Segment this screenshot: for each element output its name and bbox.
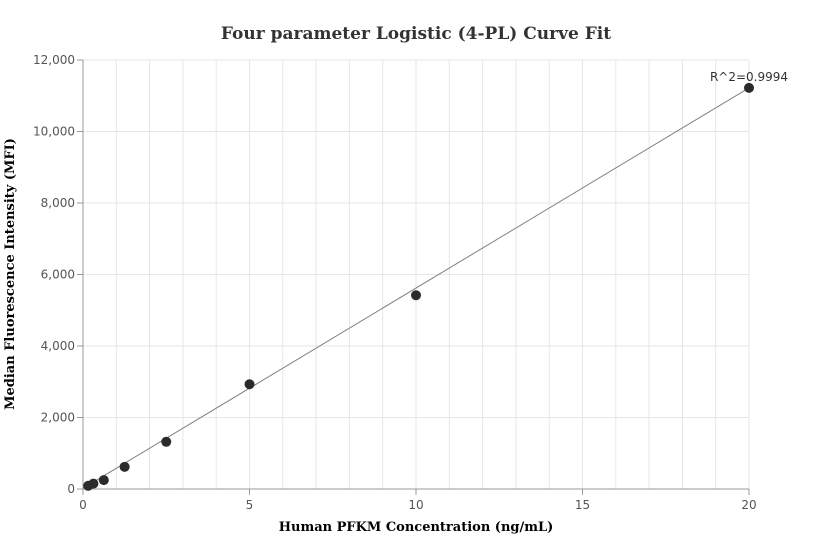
data-point [161, 436, 172, 447]
y-tick-label: 10,000 [33, 125, 75, 139]
x-tick-label: 10 [408, 498, 423, 512]
y-tick-label: 2,000 [41, 411, 75, 425]
r-squared-annotation: R^2=0.9994 [710, 70, 788, 84]
data-point [744, 82, 754, 93]
y-tick-label: 4,000 [41, 339, 75, 353]
y-axis-title: Median Fluorescence Intensity (MFI) [3, 138, 18, 410]
x-tick-label: 20 [741, 498, 756, 512]
data-point [98, 475, 109, 486]
x-axis-ticks: 0 5 10 15 20 [79, 489, 757, 512]
fit-line-group [82, 87, 750, 489]
data-point [244, 379, 255, 390]
data-point [411, 290, 421, 301]
x-axis-title: Human PFKM Concentration (ng/mL) [279, 520, 554, 535]
fit-line [82, 87, 750, 489]
x-tick-label: 15 [575, 498, 590, 512]
x-tick-label: 5 [246, 498, 254, 512]
grid [83, 59, 750, 489]
data-points [83, 82, 754, 491]
y-tick-label: 0 [67, 482, 75, 496]
data-point [119, 461, 130, 472]
y-axis-ticks: 0 2,000 4,000 6,000 8,000 10,000 12,000 [33, 53, 83, 496]
y-tick-label: 12,000 [33, 53, 75, 67]
data-point [88, 478, 99, 489]
y-tick-label: 6,000 [41, 268, 75, 282]
y-tick-label: 8,000 [41, 196, 75, 210]
x-tick-label: 0 [79, 498, 87, 512]
chart-title: Four parameter Logistic (4-PL) Curve Fit [221, 24, 611, 44]
